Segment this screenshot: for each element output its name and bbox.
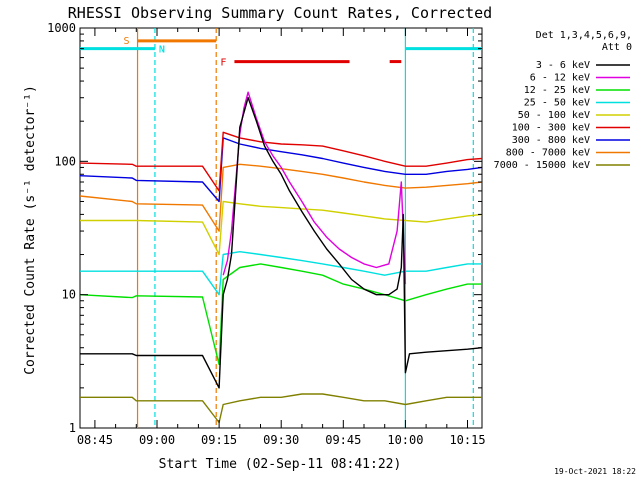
series-line-100-300keV: [79, 131, 483, 192]
legend-label-5: 100 - 300 keV: [512, 123, 590, 134]
series-line-12-25keV: [79, 263, 482, 366]
x-tick-label-1: 09:00: [139, 433, 175, 447]
flag-label-2: N: [159, 45, 165, 56]
x-tick-label-0: 08:45: [77, 433, 113, 447]
series-line-25-50keV: [80, 250, 482, 296]
y-tick-label-1: 10: [62, 288, 76, 302]
legend: Det 1,3,4,5,6,9,Att 0 3 - 6 keV 6 - 12 keV…: [494, 30, 632, 171]
flag-label-1: N: [159, 45, 165, 56]
x-tick-label-2: 09:15: [201, 433, 237, 447]
series-line-50-100keV: [80, 200, 483, 256]
series-line-3-6keV: [80, 96, 483, 389]
legend-label-4: 50 - 100 keV: [518, 110, 590, 121]
plot-frame: [79, 27, 483, 429]
y-axis-label: Corrected Count Rate (s⁻¹ detector⁻¹): [23, 85, 38, 375]
series-line-800-7000keV: [79, 163, 483, 232]
x-tick-label-5: 10:00: [387, 433, 423, 447]
legend-label-8: 7000 - 15000 keV: [494, 160, 590, 171]
legend-label-3: 25 - 50 keV: [524, 98, 590, 109]
legend-label-2: 12 - 25 keV: [524, 85, 590, 96]
axes: 08:45 09:00 09:15 09:30 09:45 10:00 10:15 1 10 10…: [47, 21, 485, 447]
series-lines: [79, 91, 483, 424]
x-axis-label: Start Time (02-Sep-11 08:41:22): [159, 457, 402, 472]
legend-label-0: 3 - 6 keV: [536, 60, 590, 71]
y-tick-label-3: 1000: [47, 21, 76, 35]
series-line-300-800keV: [79, 137, 483, 203]
legend-label-1: 6 - 12 keV: [530, 73, 590, 84]
footer-date: 19-Oct-2021 18:22: [554, 467, 636, 476]
legend-header-0: Det 1,3,4,5,6,9,: [536, 30, 632, 41]
x-tick-label-3: 09:30: [263, 433, 299, 447]
flag-label-0: S: [124, 36, 130, 47]
x-tick-label-4: 09:45: [325, 433, 361, 447]
series-line-7000-15000keV: [80, 393, 482, 424]
chart-title: RHESSI Observing Summary Count Rates, Co…: [68, 4, 492, 22]
legend-label-7: 800 - 7000 keV: [506, 148, 590, 159]
legend-header-1: Att 0: [602, 42, 632, 53]
legend-label-6: 300 - 800 keV: [512, 135, 590, 146]
flag-label-3: F: [220, 58, 226, 69]
plot-area: [79, 27, 483, 429]
y-tick-label-2: 100: [54, 154, 76, 168]
y-tick-label-0: 1: [69, 421, 76, 435]
x-tick-label-6: 10:15: [449, 433, 485, 447]
